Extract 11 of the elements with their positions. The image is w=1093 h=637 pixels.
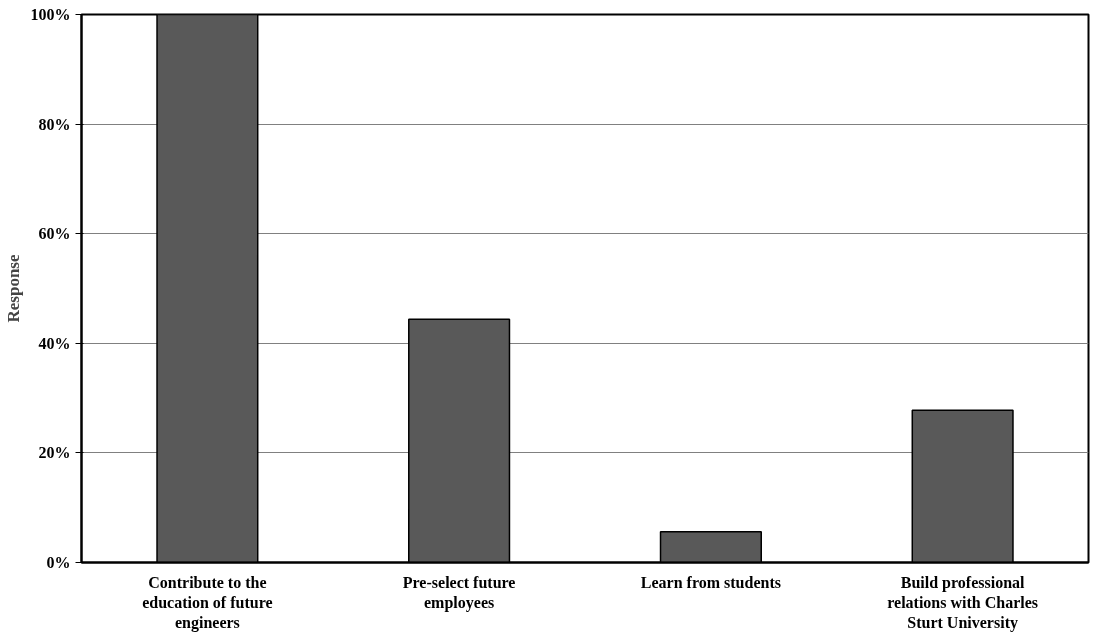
x-tick-label: Learn from students xyxy=(640,573,781,591)
y-tick-label: 60% xyxy=(38,225,71,243)
y-tick-label: 40% xyxy=(38,334,71,352)
y-tick-label: 80% xyxy=(38,115,71,133)
x-tick-label: Pre-select future employees xyxy=(402,573,516,612)
x-tick-label: Build professional relations with Charles Sturt University xyxy=(887,573,1039,633)
y-tick-label: 20% xyxy=(38,444,71,462)
y-axis-title: Response xyxy=(3,254,23,323)
x-tick-label: Contribute to the education of future engineers xyxy=(142,573,273,633)
y-tick-label: 100% xyxy=(30,6,71,23)
y-tick-label: 0% xyxy=(46,554,71,571)
